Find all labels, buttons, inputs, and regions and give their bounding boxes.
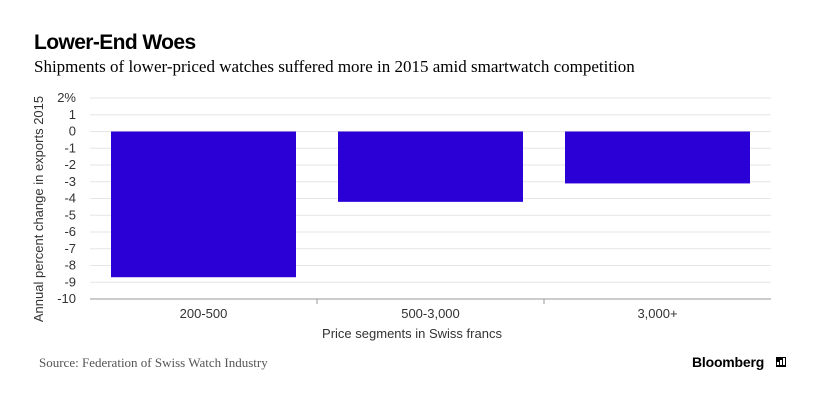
y-tick-label: 1 xyxy=(69,107,76,122)
y-tick-label: -2 xyxy=(64,157,76,172)
x-axis-label: Price segments in Swiss francs xyxy=(322,326,502,341)
y-tick-label: -4 xyxy=(64,191,76,206)
y-tick-label: -3 xyxy=(64,174,76,189)
y-tick-label: -1 xyxy=(64,140,76,155)
y-tick-label: 2% xyxy=(57,90,76,105)
chart-title: Lower-End Woes xyxy=(34,31,196,54)
x-tick-label: 3,000+ xyxy=(637,306,677,321)
bars xyxy=(111,131,750,278)
y-tick-label: -9 xyxy=(64,274,76,289)
x-tick-label: 500-3,000 xyxy=(401,306,460,321)
bar-200-500 xyxy=(111,131,296,278)
bar-500-3,000 xyxy=(338,131,523,202)
y-tick-label: -10 xyxy=(57,291,76,306)
brand-logo: Bloomberg xyxy=(692,354,765,370)
y-tick-label: 0 xyxy=(69,124,76,139)
y-tick-label: -6 xyxy=(64,224,76,239)
y-tick-label: -7 xyxy=(64,241,76,256)
bar-3,000+ xyxy=(565,131,750,184)
source-note: Source: Federation of Swiss Watch Indust… xyxy=(39,355,268,370)
y-tick-label: -8 xyxy=(64,258,76,273)
bar-chart-icon xyxy=(776,357,786,367)
y-axis-label: Annual percent change in exports 2015 xyxy=(31,96,46,322)
bar-chart: 2% 1 0-1 -2 -3 -4-5 -6 -7 -8-9 -10 200-500 500-3,00… xyxy=(31,90,771,341)
axes: 2% 1 0-1 -2 -3 -4-5 -6 -7 -8-9 -10 200-500 500-3,00… xyxy=(57,90,771,321)
y-tick-label: -5 xyxy=(64,207,76,222)
chart-subtitle: Shipments of lower-priced watches suffer… xyxy=(34,57,635,76)
x-tick-label: 200-500 xyxy=(180,306,228,321)
